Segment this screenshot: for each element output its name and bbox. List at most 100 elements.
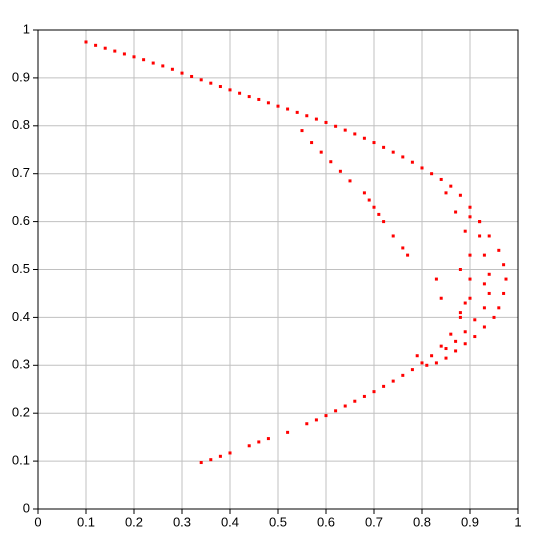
point <box>353 132 357 136</box>
y-tick-label: 0.9 <box>12 69 30 84</box>
point <box>487 272 491 276</box>
point <box>401 373 405 377</box>
point <box>444 356 448 360</box>
point <box>286 107 290 111</box>
point <box>473 318 477 322</box>
point <box>434 361 438 365</box>
point <box>372 141 376 145</box>
point <box>305 422 309 426</box>
point <box>372 205 376 209</box>
point <box>487 234 491 238</box>
point <box>324 414 328 418</box>
point <box>377 212 381 216</box>
point <box>504 277 508 281</box>
point <box>463 330 467 334</box>
y-tick-label: 0.7 <box>12 165 30 180</box>
y-tick-label: 0.8 <box>12 117 30 132</box>
y-tick-label: 1 <box>23 21 30 36</box>
point <box>482 253 486 257</box>
point <box>209 81 213 85</box>
point <box>180 71 184 75</box>
plot-border <box>37 29 519 510</box>
point <box>228 451 232 455</box>
point <box>367 198 371 202</box>
point <box>502 263 506 267</box>
point <box>362 394 366 398</box>
point <box>458 315 462 319</box>
point <box>382 384 386 388</box>
point <box>199 461 203 465</box>
point <box>353 399 357 403</box>
point <box>449 332 453 336</box>
point <box>190 74 194 78</box>
y-tick-label: 0 <box>23 500 30 515</box>
point <box>478 220 482 224</box>
point <box>84 40 88 44</box>
point <box>502 291 506 295</box>
point <box>334 409 338 413</box>
point <box>391 150 395 154</box>
x-tick-label: 1 <box>514 514 521 529</box>
point <box>482 282 486 286</box>
point <box>334 124 338 128</box>
y-tick-label: 0.3 <box>12 357 30 372</box>
point <box>295 110 299 114</box>
point <box>439 177 443 181</box>
point <box>151 61 155 65</box>
point <box>439 344 443 348</box>
point <box>324 120 328 124</box>
point <box>142 58 146 62</box>
x-tick-label: 0.9 <box>461 514 479 529</box>
x-tick-label: 0.4 <box>221 514 239 529</box>
y-tick-label: 0.6 <box>12 213 30 228</box>
point <box>463 342 467 346</box>
x-tick-label: 0.3 <box>173 514 191 529</box>
x-tick-label: 0.2 <box>125 514 143 529</box>
y-tick-label: 0.4 <box>12 309 30 324</box>
point <box>468 205 472 209</box>
point <box>482 306 486 310</box>
x-tick-label: 0.8 <box>413 514 431 529</box>
point <box>391 234 395 238</box>
point <box>319 150 323 154</box>
point <box>482 325 486 329</box>
point <box>362 136 366 140</box>
point <box>314 418 318 422</box>
point <box>420 361 424 365</box>
point <box>247 95 251 99</box>
point <box>218 85 222 89</box>
point <box>286 430 290 434</box>
point <box>300 129 304 133</box>
point <box>454 349 458 353</box>
point <box>478 234 482 238</box>
point <box>276 104 280 108</box>
point <box>497 248 501 252</box>
point <box>113 49 117 53</box>
point <box>103 46 107 50</box>
point <box>434 277 438 281</box>
point <box>382 220 386 224</box>
point <box>314 117 318 121</box>
point <box>238 91 242 95</box>
point <box>444 191 448 195</box>
point <box>209 458 213 462</box>
point <box>266 437 270 441</box>
point <box>257 440 261 444</box>
point <box>458 311 462 315</box>
point <box>362 191 366 195</box>
point <box>382 145 386 149</box>
y-tick-label: 0.1 <box>12 453 30 468</box>
point <box>497 306 501 310</box>
point <box>338 169 342 173</box>
point <box>266 101 270 105</box>
point <box>94 43 98 47</box>
point <box>449 184 453 188</box>
point <box>454 210 458 214</box>
point <box>310 141 314 145</box>
point <box>487 291 491 295</box>
point <box>454 339 458 343</box>
point <box>199 78 203 82</box>
y-tick-label: 0.2 <box>12 405 30 420</box>
point <box>444 347 448 351</box>
